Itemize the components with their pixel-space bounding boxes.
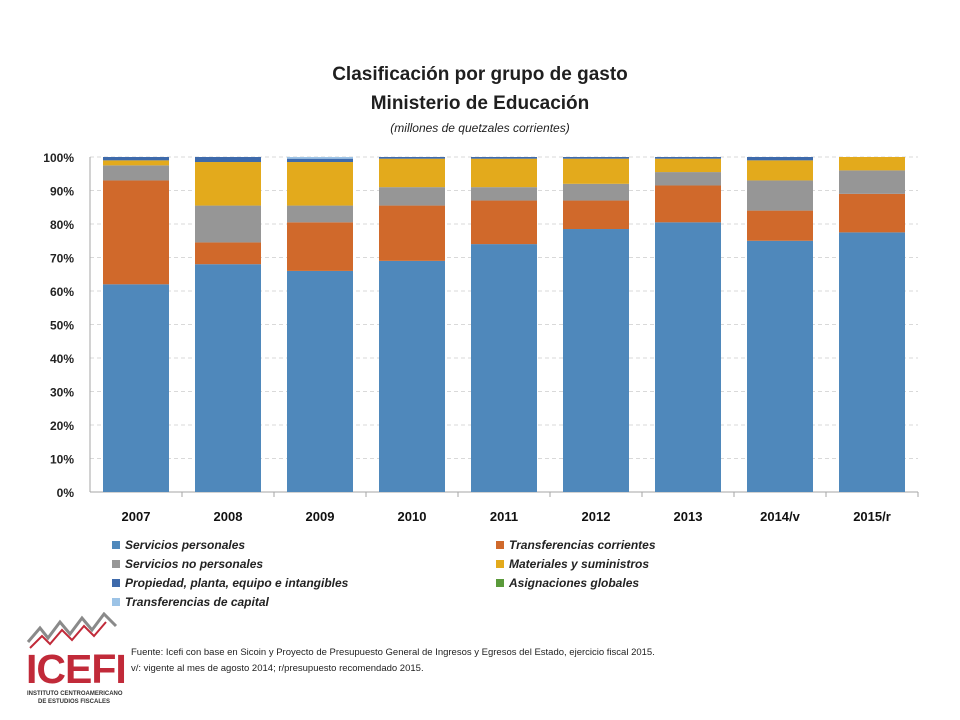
legend-swatch (112, 541, 120, 549)
bar-segment (563, 158, 629, 184)
legend-swatch (496, 579, 504, 587)
bar-segment (287, 270, 353, 492)
legend-label: Propiedad, planta, equipo e intangibles (125, 576, 349, 590)
bar-segment (379, 187, 445, 206)
bar-segment (471, 158, 537, 188)
bar-segment (839, 157, 905, 171)
legend-swatch (496, 541, 504, 549)
bar-segment (287, 162, 353, 206)
bar-segment (655, 172, 721, 186)
legend-label: Servicios personales (125, 538, 246, 552)
footer-source: Fuente: Icefi con base en Sicoin y Proye… (131, 647, 655, 658)
legend-label: Servicios no personales (125, 557, 264, 571)
y-tick-label: 60% (50, 285, 74, 299)
legend-label: Transferencias de capital (125, 595, 269, 609)
logo-wordmark: ICEFI (26, 646, 127, 692)
bar-segment (379, 260, 445, 492)
bar-segment (655, 222, 721, 492)
bar-segment (747, 180, 813, 211)
y-tick-label: 100% (43, 151, 74, 165)
bar-segment (103, 180, 169, 285)
bar-segment (471, 187, 537, 201)
x-tick-label: 2011 (490, 509, 518, 524)
bar-segment (379, 158, 445, 188)
legend-swatch (496, 560, 504, 568)
bar-segment (747, 240, 813, 492)
x-tick-label: 2007 (122, 509, 151, 524)
bar-segment (839, 232, 905, 492)
bar-segment (747, 157, 813, 161)
bar-segment (655, 158, 721, 173)
x-tick-label: 2008 (214, 509, 243, 524)
legend-label: Materiales y suministros (509, 557, 650, 571)
legend-item: Transferencias de capital (112, 595, 269, 609)
bar-segment (563, 157, 629, 159)
bar-segment (287, 222, 353, 271)
bar-segment (195, 242, 261, 265)
y-tick-label: 70% (50, 252, 74, 266)
bar-segment (563, 200, 629, 230)
bar-segment (655, 157, 721, 159)
chart-subtitle: Ministerio de Educación (370, 93, 590, 114)
bar-segment (839, 170, 905, 194)
legend-swatch (112, 579, 120, 587)
y-tick-label: 80% (50, 218, 74, 232)
x-tick-label: 2009 (306, 509, 335, 524)
bar-segment (195, 157, 261, 163)
y-tick-label: 40% (50, 352, 74, 366)
bar-segment (287, 158, 353, 163)
bar-segment (747, 160, 813, 181)
footer-note: v/: vigente al mes de agosto 2014; r/pre… (131, 663, 424, 674)
bar-segment (287, 157, 353, 159)
bar-segment (287, 205, 353, 223)
legend-item: Servicios no personales (112, 557, 263, 571)
bar-segment (379, 205, 445, 261)
stacked-bar-chart: 0% 10% 20% 30% 40% 50% 60% 70% 80% 90% 100% 2007 200… (43, 151, 919, 524)
legend-label: Transferencias corrientes (509, 538, 656, 552)
chart-units-note: (millones de quetzales corrientes) (390, 121, 570, 135)
logo-subtitle-1: INSTITUTO CENTROAMERICANO (27, 691, 123, 697)
bar-segment (195, 264, 261, 492)
legend-item: Transferencias corrientes (496, 538, 656, 552)
chart-title: Clasificación por grupo de gasto (332, 64, 628, 85)
footer: Fuente: Icefi con base en Sicoin y Proye… (131, 645, 655, 677)
x-tick-label: 2014/v (760, 509, 801, 524)
y-tick-label: 0% (57, 486, 75, 500)
bar-segment (195, 162, 261, 206)
legend-swatch (112, 560, 120, 568)
legend-item: Servicios personales (112, 538, 245, 552)
bar-segment (103, 157, 169, 161)
bar-segment (655, 185, 721, 223)
bar-segment (563, 229, 629, 492)
x-tick-label: 2015/r (853, 509, 891, 524)
bar-segment (379, 157, 445, 159)
x-tick-label: 2012 (582, 509, 611, 524)
icefi-logo-mark (26, 612, 118, 649)
bar-segment (563, 183, 629, 201)
y-tick-label: 10% (50, 453, 74, 467)
y-tick-label: 90% (50, 185, 74, 199)
legend-item: Materiales y suministros (496, 557, 649, 571)
x-tick-label: 2010 (398, 509, 427, 524)
bar-segment (103, 284, 169, 492)
bar-segment (471, 157, 537, 159)
legend-item: Propiedad, planta, equipo e intangibles (112, 576, 348, 590)
y-tick-label: 30% (50, 386, 74, 400)
bar-segment (103, 160, 169, 166)
legend-item: Asignaciones globales (496, 576, 639, 590)
legend-swatch (112, 598, 120, 606)
bar-segment (471, 200, 537, 245)
y-tick-label: 20% (50, 419, 74, 433)
bar-segment (195, 205, 261, 243)
bar-segment (839, 193, 905, 233)
legend-label: Asignaciones globales (509, 576, 640, 590)
logo-subtitle-2: DE ESTUDIOS FISCALES (38, 699, 111, 705)
y-tick-label: 50% (50, 319, 74, 333)
bar-segment (471, 244, 537, 492)
bar-segment (747, 210, 813, 241)
bar-segment (103, 165, 169, 181)
x-tick-label: 2013 (674, 509, 703, 524)
